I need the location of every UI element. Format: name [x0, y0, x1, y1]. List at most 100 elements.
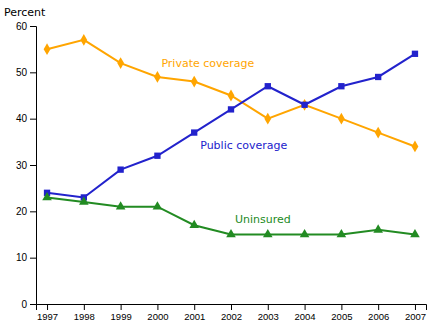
marker: [191, 76, 198, 88]
series-markers: [44, 51, 418, 201]
x-tick-mark: [415, 304, 416, 310]
y-axis: 0 10 20 30 40 50 60: [16, 21, 37, 310]
x-tick-mark: [47, 304, 48, 310]
x-tick-label: 2001: [184, 311, 205, 322]
x-tick-mark: [157, 304, 158, 310]
marker: [228, 106, 234, 112]
marker: [301, 102, 307, 108]
x-tick-label: 2007: [405, 311, 426, 322]
series-label: Private coverage: [161, 57, 254, 70]
x-tick-mark: [378, 304, 379, 310]
series-labels: Private coverage Public coverage Uninsured: [161, 57, 290, 226]
x-tick: 2007: [405, 304, 426, 322]
y-tick-mark: [30, 211, 36, 212]
x-tick-label: 2006: [368, 311, 389, 322]
marker: [337, 229, 347, 237]
marker: [80, 34, 87, 46]
x-tick-mark: [305, 304, 306, 310]
marker: [263, 229, 273, 237]
y-tick-mark: [30, 165, 36, 166]
marker: [191, 129, 197, 135]
marker: [189, 220, 199, 228]
marker: [265, 83, 271, 89]
x-tick: 2001: [184, 304, 205, 322]
x-tick: 2003: [258, 304, 279, 322]
y-tick-label: 50: [16, 67, 28, 78]
series-label: Public coverage: [200, 139, 287, 152]
y-tick: 50: [16, 67, 36, 78]
x-tick-mark: [268, 304, 269, 310]
x-tick-label: 2002: [221, 311, 242, 322]
series-label: Uninsured: [235, 213, 291, 226]
x-tick-mark: [194, 304, 195, 310]
series-line: [47, 197, 415, 234]
x-tick: 1997: [37, 304, 58, 322]
y-tick: 40: [16, 113, 36, 124]
y-tick-mark: [30, 119, 36, 120]
y-tick-mark: [30, 26, 36, 27]
marker: [301, 99, 308, 111]
marker: [228, 90, 235, 102]
y-tick-label: 40: [16, 113, 28, 124]
x-tick-mark: [341, 304, 342, 310]
x-tick: 1998: [74, 304, 95, 322]
x-tick: 2004: [295, 304, 316, 322]
x-tick: 2005: [331, 304, 352, 322]
marker: [226, 229, 236, 237]
y-tick-label: 30: [16, 160, 28, 171]
x-tick-mark: [231, 304, 232, 310]
marks: [42, 34, 420, 237]
y-axis-label: Percent: [4, 6, 46, 19]
marker: [117, 166, 123, 172]
x-tick: 2000: [147, 304, 168, 322]
marker: [79, 197, 89, 205]
x-tick-label: 1999: [111, 311, 132, 322]
marker: [375, 74, 381, 80]
marker: [154, 71, 161, 83]
y-tick-label: 60: [16, 21, 28, 32]
marker: [412, 51, 418, 57]
x-tick-label: 2003: [258, 311, 279, 322]
marker: [42, 192, 52, 200]
marker: [375, 127, 382, 139]
chart: 1997199819992000200120022003200420052006…: [0, 0, 440, 330]
marker: [338, 83, 344, 89]
marker: [412, 141, 419, 153]
series-line: [47, 54, 415, 198]
plot: 1997199819992000200120022003200420052006…: [16, 21, 427, 322]
y-tick: 0: [21, 299, 36, 310]
marker: [44, 43, 51, 55]
x-axis-line: [37, 305, 427, 311]
marker: [116, 201, 126, 209]
y-tick-label: 20: [16, 206, 28, 217]
marker: [410, 229, 420, 237]
y-tick: 20: [16, 206, 36, 217]
marker: [153, 201, 163, 209]
x-tick: 2006: [368, 304, 389, 322]
marker: [338, 113, 345, 125]
x-tick-label: 2004: [295, 311, 316, 322]
marker: [264, 113, 271, 125]
x-tick-label: 2005: [331, 311, 352, 322]
y-tick-mark: [30, 258, 36, 259]
y-tick-label: 10: [16, 252, 28, 263]
marker: [117, 57, 124, 69]
x-tick-mark: [84, 304, 85, 310]
y-tick-mark: [30, 304, 36, 305]
series-line: [47, 40, 415, 147]
marker: [300, 229, 310, 237]
marker: [154, 153, 160, 159]
series-markers: [44, 34, 419, 152]
y-tick: 30: [16, 160, 36, 171]
x-tick-mark: [121, 304, 122, 310]
y-tick: 10: [16, 252, 36, 263]
y-tick-mark: [30, 72, 36, 73]
x-tick-label: 1997: [37, 311, 58, 322]
x-tick: 2002: [221, 304, 242, 322]
x-tick: 1999: [111, 304, 132, 322]
x-tick-label: 1998: [74, 311, 95, 322]
y-tick-label: 0: [21, 299, 27, 310]
y-tick: 60: [16, 21, 36, 32]
marker: [373, 224, 383, 232]
series-markers: [42, 192, 420, 237]
